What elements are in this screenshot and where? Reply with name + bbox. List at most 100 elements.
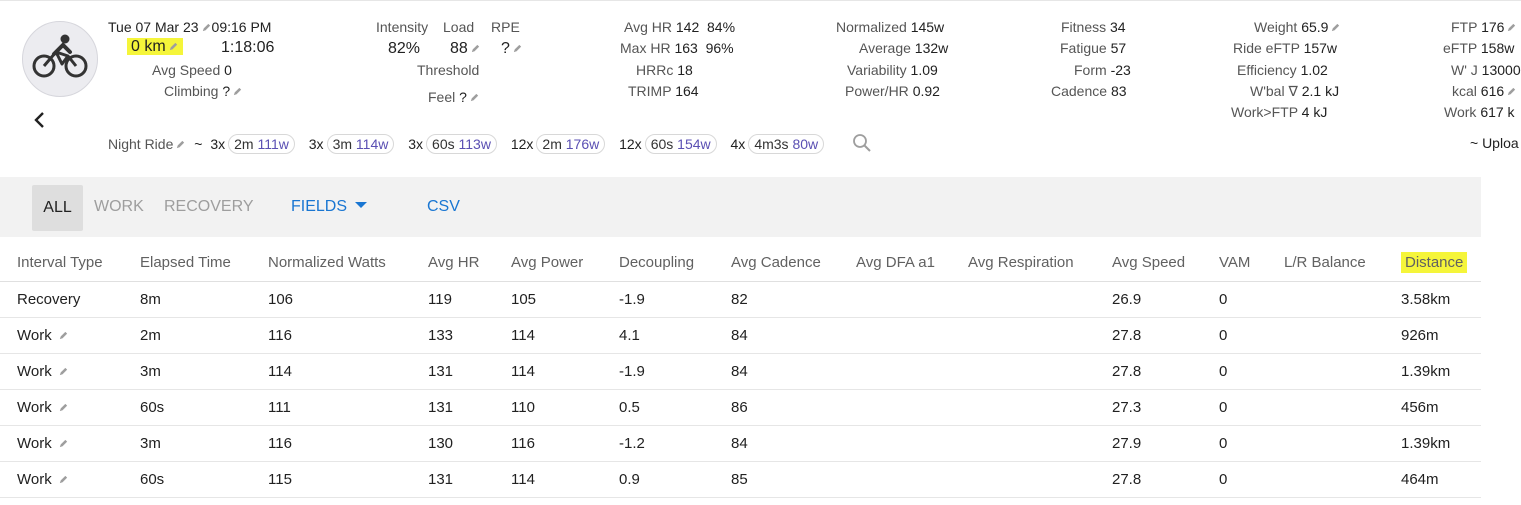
column-header[interactable]: Interval Type [0,243,123,282]
column-header-distance[interactable]: Distance [1384,243,1481,282]
edit-pencil-icon[interactable] [58,474,69,485]
table-cell: Work [0,425,123,462]
interval-group-pill[interactable]: 2m 176w [536,134,606,154]
interval-group-pill[interactable]: 60s 113w [426,134,497,154]
column-header[interactable]: Avg DFA a1 [839,243,951,282]
table-row[interactable]: Work 3m 114 131 114 -1.9 84 27.8 0 1.39km [0,353,1481,390]
tab-recovery[interactable]: RECOVERY [164,198,254,215]
edit-pencil-icon[interactable] [232,86,243,97]
table-row[interactable]: Work 3m 116 130 116 -1.2 84 27.9 0 1.39km [0,425,1481,462]
edit-pencil-icon[interactable] [1506,22,1517,33]
table-cell: -1.9 [602,281,714,318]
threshold-label: Threshold [417,62,480,78]
load-value[interactable]: 88 [450,40,481,58]
column-header[interactable]: Avg HR [411,243,494,282]
table-cell [1267,389,1384,426]
column-header[interactable]: Avg Power [494,243,602,282]
table-cell: 0 [1202,317,1267,354]
table-cell: 0.9 [602,461,714,498]
rpe-label: RPE [491,19,520,35]
table-cell: 0 [1202,461,1267,498]
table-row[interactable]: Work 60s 111 131 110 0.5 86 27.3 0 456m [0,389,1481,426]
column-header[interactable]: Normalized Watts [251,243,411,282]
table-cell: 114 [251,353,411,390]
table-row[interactable]: Recovery 8m 106 119 105 -1.9 82 26.9 0 3.58km [0,281,1481,318]
table-cell [951,461,1095,498]
edit-pencil-icon[interactable] [58,438,69,449]
climbing-row: Climbing ? [164,83,243,99]
table-cell: 85 [714,461,839,498]
kcal-row[interactable]: kcal 616 [1452,83,1517,99]
interval-group-pill[interactable]: 4m3s 80w [748,134,825,154]
distance-value[interactable]: 0 km [127,38,183,56]
ftp-row[interactable]: FTP 176 [1451,19,1517,35]
tab-all[interactable]: ALL [32,185,83,231]
hrrc-row: HRRc 18 [636,62,693,78]
edit-pencil-icon[interactable] [1506,86,1517,97]
max-hr-row: Max HR 163 96% [620,40,734,56]
column-header[interactable]: L/R Balance [1267,243,1384,282]
efficiency-row: Efficiency 1.02 [1237,62,1328,78]
table-row[interactable]: Work 60s 115 131 114 0.9 85 27.8 0 464m [0,461,1481,498]
edit-pencil-icon[interactable] [58,402,69,413]
fields-dropdown-button[interactable]: FIELDS [291,177,368,237]
edit-pencil-icon[interactable] [175,139,186,150]
feel-row[interactable]: Feel ? [428,89,480,105]
table-cell: 106 [251,281,411,318]
rpe-value[interactable]: ? [501,40,523,58]
interval-group-pill[interactable]: 60s 154w [644,134,717,154]
table-cell [839,353,951,390]
interval-group-pill[interactable]: 2m 111w [228,134,295,154]
edit-pencil-icon[interactable] [1330,22,1341,33]
table-cell: 131 [411,389,494,426]
table-cell: -1.9 [602,353,714,390]
tab-work[interactable]: WORK [94,198,144,215]
eftp-row: eFTP 158w [1443,40,1515,56]
table-cell: 133 [411,317,494,354]
edit-pencil-icon[interactable] [58,330,69,341]
wj-row: W' J 13000 [1451,62,1521,78]
feel-label: Feel [428,89,456,105]
edit-pencil-icon[interactable] [58,366,69,377]
table-cell: Work [0,317,123,354]
column-header[interactable]: Decoupling [602,243,714,282]
interval-group-pill[interactable]: 3m 114w [326,134,395,154]
table-cell: 2m [123,317,251,354]
intensity-label: Intensity [376,19,429,35]
upload-link[interactable]: ~ Uploa [1470,135,1519,151]
fitness-row: Fitness 34 [1061,19,1126,35]
table-row[interactable]: Work 2m 116 133 114 4.1 84 27.8 0 926m [0,317,1481,354]
column-header[interactable]: Elapsed Time [123,243,251,282]
csv-button[interactable]: CSV [427,198,460,215]
table-cell: 115 [251,461,411,498]
table-cell: 27.8 [1095,461,1202,498]
bicycle-icon [32,34,88,78]
table-cell: 131 [411,353,494,390]
back-chevron-icon[interactable] [32,110,46,133]
table-cell: 130 [411,425,494,462]
trimp-row: TRIMP 164 [628,83,699,99]
table-cell: Work [0,353,123,390]
table-cell [839,317,951,354]
column-header[interactable]: Avg Respiration [951,243,1095,282]
activity-date: Tue 07 Mar 23 09:16 PM [108,19,272,35]
column-header[interactable]: Avg Speed [1095,243,1202,282]
edit-pencil-icon[interactable] [201,22,212,33]
search-icon[interactable] [852,133,872,156]
climbing-value: ? [222,83,231,99]
edit-pencil-icon[interactable] [470,43,481,54]
edit-pencil-icon[interactable] [168,41,179,52]
table-cell: 84 [714,425,839,462]
edit-pencil-icon[interactable] [469,92,480,103]
caret-down-icon [355,202,368,208]
ride-eftp-row: Ride eFTP 157w [1233,40,1338,56]
avg-speed-value: 0 [224,62,232,78]
column-header[interactable]: VAM [1202,243,1267,282]
interval-toolbar: ALL WORK RECOVERY FIELDS CSV [0,177,1481,237]
table-cell [951,353,1095,390]
column-header[interactable]: Avg Cadence [714,243,839,282]
table-cell [951,425,1095,462]
edit-pencil-icon[interactable] [512,43,523,54]
weight-row[interactable]: Weight 65.9 [1254,19,1341,35]
table-cell: 114 [494,317,602,354]
